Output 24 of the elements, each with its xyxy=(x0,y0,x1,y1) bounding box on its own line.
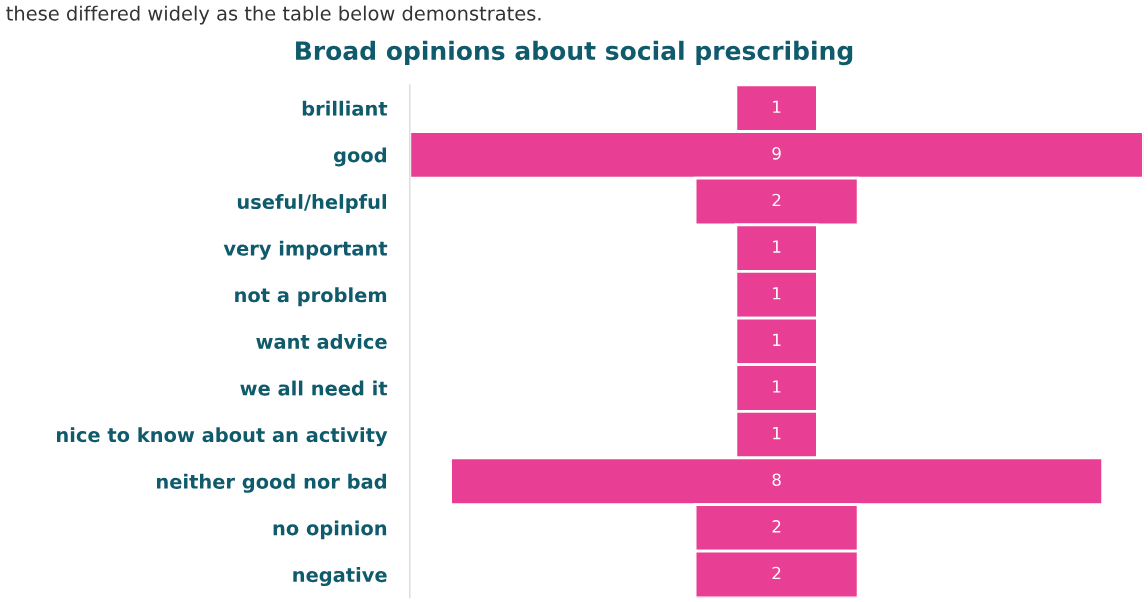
data-label: 1 xyxy=(773,333,781,346)
category-label: no opinion xyxy=(273,520,387,540)
category-label: neither good nor bad xyxy=(157,473,386,493)
data-label: 1 xyxy=(773,100,781,113)
data-label: 1 xyxy=(773,287,781,300)
data-label: 2 xyxy=(772,193,781,207)
data-label: 1 xyxy=(773,427,781,440)
data-label: 9 xyxy=(772,147,781,160)
category-label: nice to know about an activity xyxy=(57,427,388,447)
category-label: good xyxy=(333,147,386,167)
category-label: negative xyxy=(293,567,387,587)
data-label: 2 xyxy=(772,520,781,533)
data-label: 2 xyxy=(772,566,781,580)
category-label: want advice xyxy=(256,333,387,349)
category-label: very important xyxy=(223,240,388,260)
data-label: 1 xyxy=(773,380,781,393)
category-label: brilliant xyxy=(302,100,388,116)
category-label: useful/helpful xyxy=(237,194,386,213)
text: Broad opinions about social prescribing xyxy=(296,40,853,66)
category-label: we all need it xyxy=(240,380,388,396)
data-label: 1 xyxy=(773,240,781,253)
category-label: not a problem xyxy=(235,287,387,307)
text: these differed widely as the table below demonstrates. xyxy=(6,5,541,25)
data-label: 8 xyxy=(772,473,781,487)
